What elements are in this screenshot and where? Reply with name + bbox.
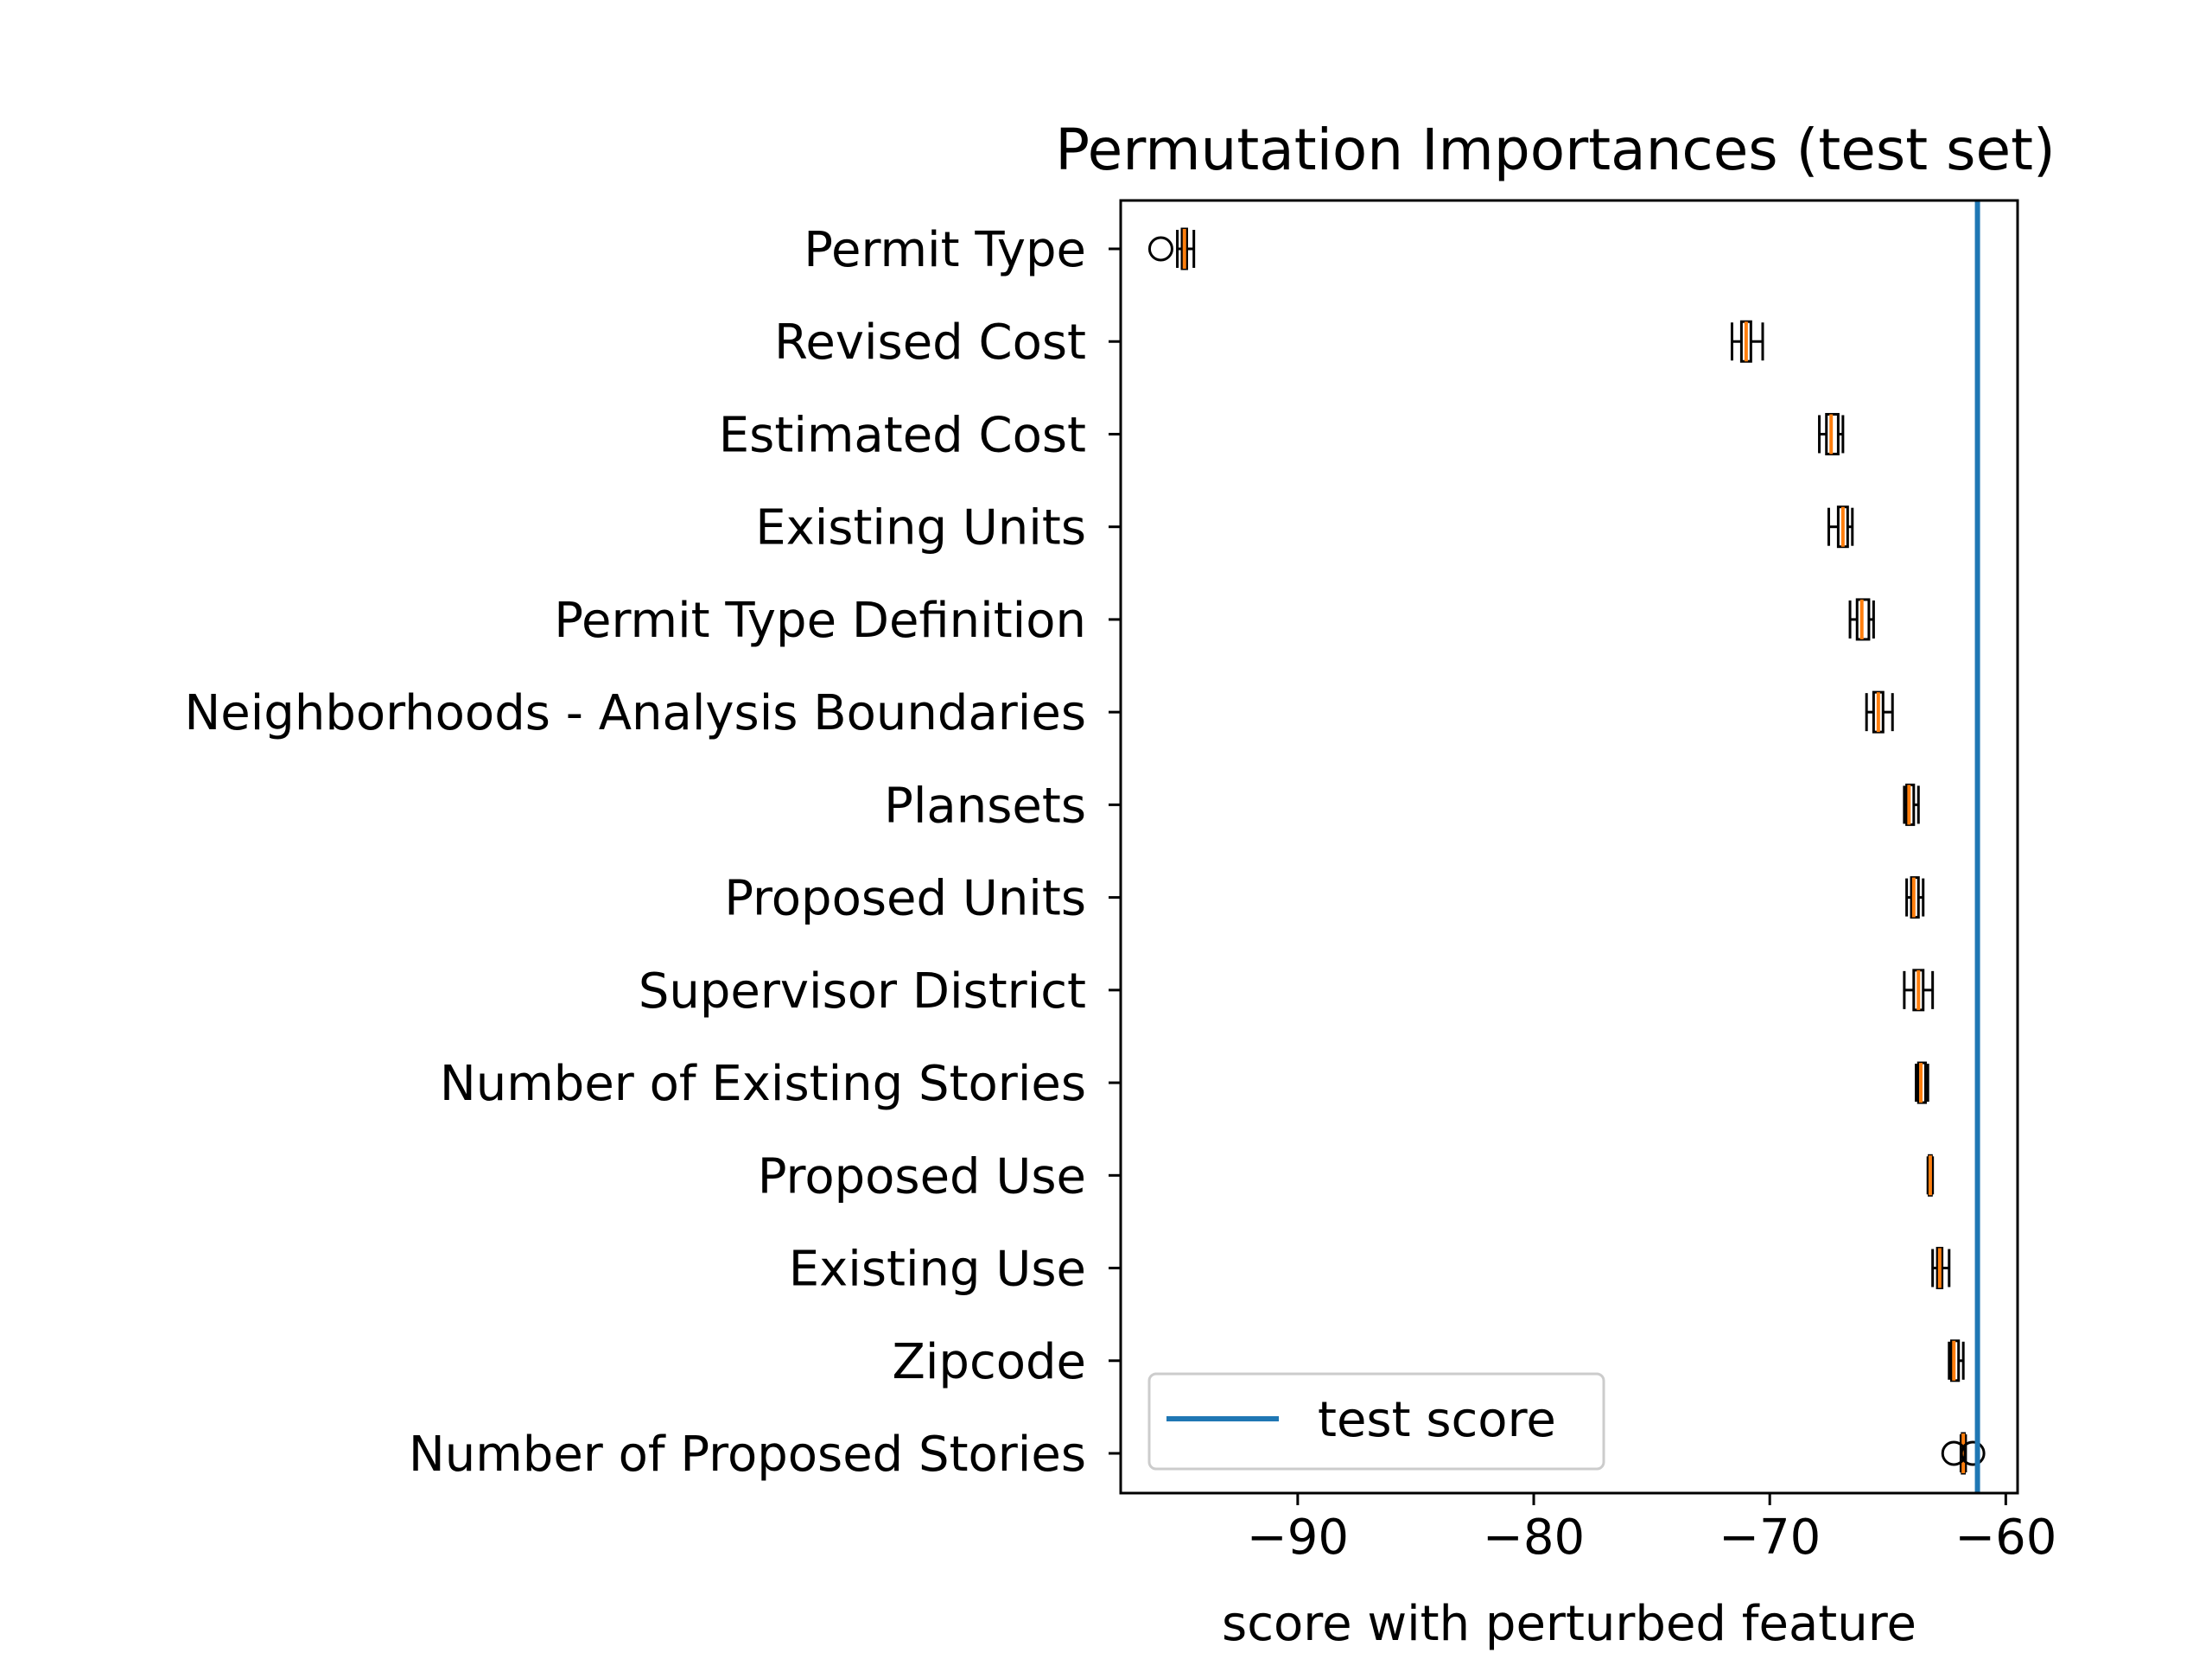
y-tick-label: Existing Units (755, 500, 1086, 556)
x-axis-label: score with perturbed feature (1222, 1596, 1916, 1652)
chart-title: Permutation Importances (test set) (1055, 117, 2056, 183)
box-12 (1931, 1247, 1951, 1290)
axes-frame (1119, 199, 2019, 1495)
box-1 (1147, 227, 1196, 270)
box-11 (1926, 1154, 1935, 1197)
axes-background (1121, 200, 2018, 1493)
legend: test score (1147, 1372, 1605, 1471)
box-8 (1905, 876, 1925, 919)
y-tick-label: Proposed Units (724, 871, 1086, 927)
y-tick-label: Estimated Cost (719, 407, 1086, 463)
x-tick-label: −90 (1247, 1510, 1349, 1566)
y-tick-label: Neighborhoods - Analysis Boundaries (184, 685, 1086, 741)
y-tick-label: Existing Use (789, 1242, 1086, 1298)
y-tick-label: Number of Proposed Stories (409, 1427, 1086, 1483)
box-7 (1903, 783, 1920, 826)
outlier-point (1960, 1440, 1986, 1466)
legend-frame (1147, 1372, 1605, 1471)
box-5 (1848, 598, 1875, 641)
y-tick-label: Permit Type (804, 222, 1086, 278)
y-tick-label: Proposed Use (758, 1148, 1086, 1205)
x-tick-label: −80 (1483, 1510, 1585, 1566)
y-tick-label: Plansets (884, 778, 1086, 834)
box-9 (1903, 969, 1935, 1012)
box-14 (1941, 1432, 1986, 1475)
x-tick-label: −70 (1719, 1510, 1821, 1566)
plot-area (1147, 200, 1986, 1493)
outlier-point (1941, 1440, 1967, 1466)
box-2 (1730, 320, 1764, 363)
outlier-point (1147, 236, 1173, 262)
x-axis: −90 −80 −70 −60 (1247, 1493, 2056, 1566)
y-tick-label: Zipcode (892, 1334, 1086, 1390)
box-3 (1818, 412, 1845, 455)
box-10 (1915, 1061, 1929, 1104)
y-tick-label: Revised Cost (774, 315, 1086, 371)
y-axis: Permit Type Revised Cost Estimated Cost Exi… (184, 222, 1121, 1483)
y-tick-label: Number of Existing Stories (440, 1056, 1086, 1112)
box-6 (1865, 690, 1894, 734)
box-13 (1948, 1339, 1965, 1382)
y-tick-label: Supervisor District (639, 963, 1086, 1020)
legend-label-test-score: test score (1318, 1392, 1556, 1448)
x-tick-label: −60 (1955, 1510, 2056, 1566)
y-tick-label: Permit Type Definition (554, 593, 1086, 649)
box-4 (1827, 505, 1854, 549)
